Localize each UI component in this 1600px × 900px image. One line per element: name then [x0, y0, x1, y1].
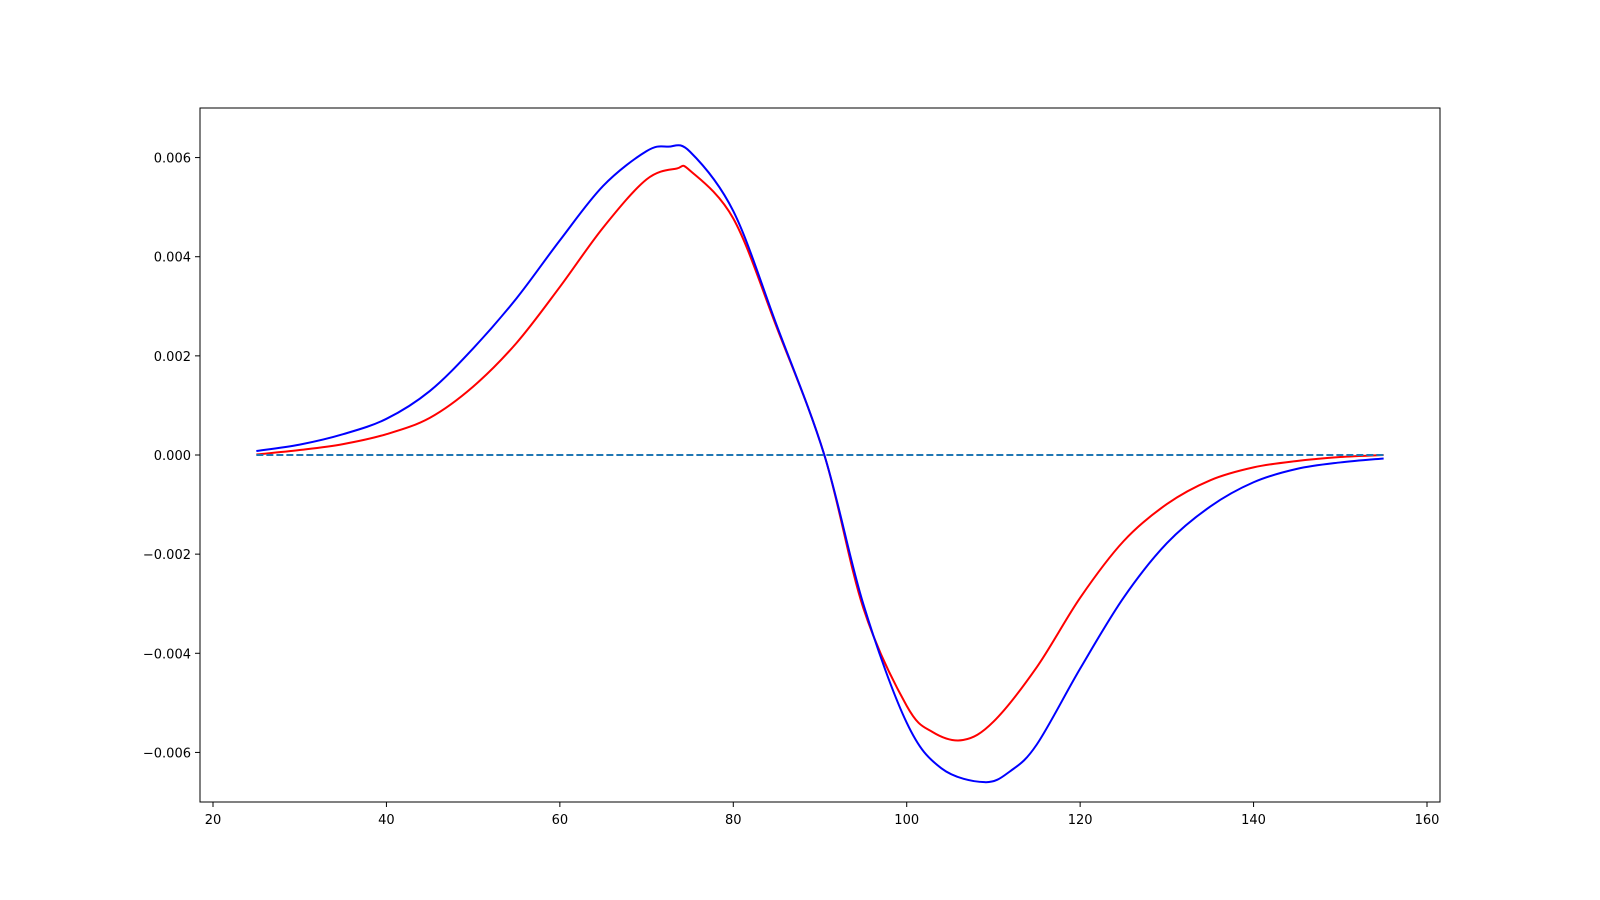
y-tick-label: 0.000 — [154, 449, 191, 464]
y-tick-label: 0.002 — [154, 350, 191, 365]
y-axis: −0.006 −0.004 −0.002 0.000 0.002 0.004 0.006 — [143, 152, 200, 761]
x-tick-label: 140 — [1241, 813, 1266, 828]
series-layer — [256, 144, 1384, 784]
x-axis: 20 40 60 80 100 120 140 160 — [205, 802, 1440, 828]
x-tick-label: 60 — [552, 813, 569, 828]
y-tick-label: 0.004 — [154, 251, 191, 266]
x-tick-label: 160 — [1415, 813, 1440, 828]
x-tick-label: 100 — [894, 813, 919, 828]
x-tick-label: 40 — [378, 813, 395, 828]
x-tick-label: 20 — [205, 813, 222, 828]
series-line-2 — [256, 144, 1384, 784]
x-tick-label: 120 — [1068, 813, 1093, 828]
y-tick-label: 0.006 — [154, 152, 191, 167]
y-tick-label: −0.006 — [143, 746, 191, 761]
y-tick-label: −0.004 — [143, 647, 191, 662]
y-tick-label: −0.002 — [143, 548, 191, 563]
x-tick-label: 80 — [725, 813, 742, 828]
